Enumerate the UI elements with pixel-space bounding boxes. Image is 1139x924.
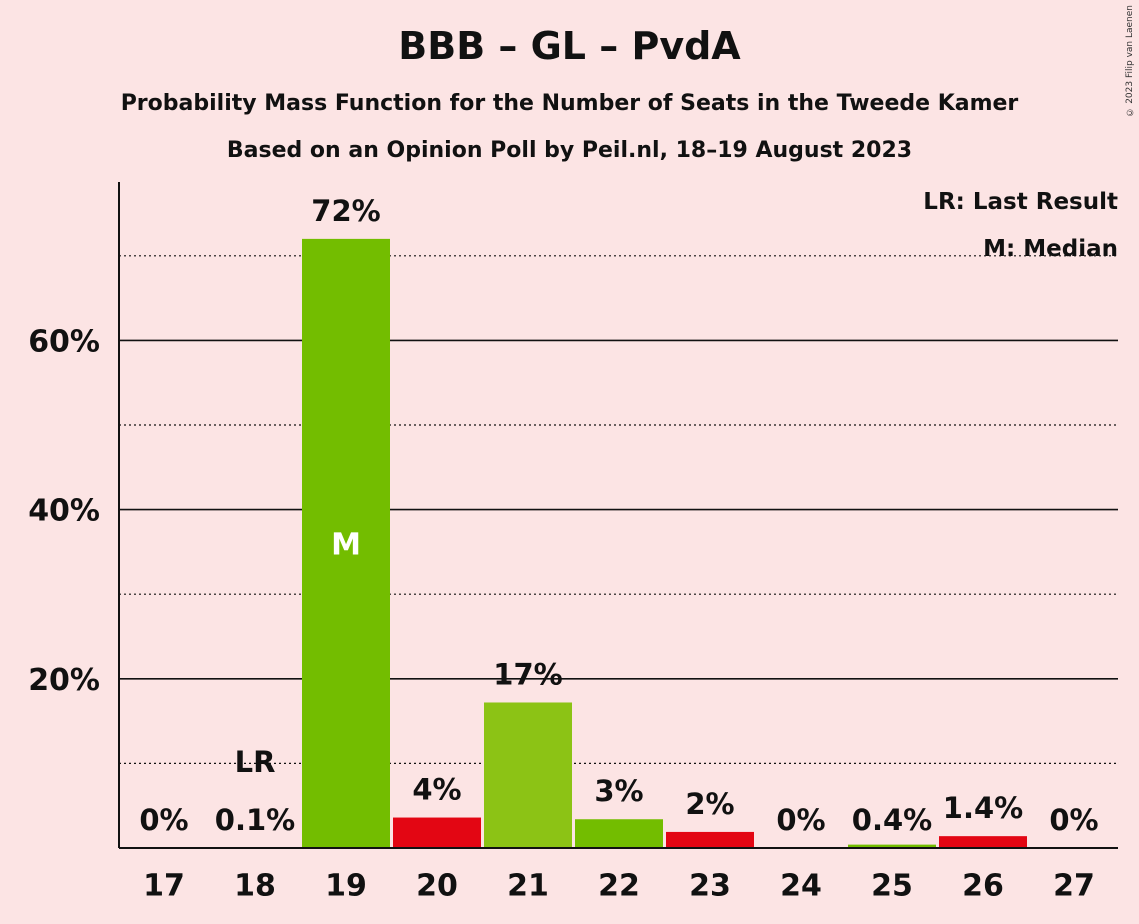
axes [118, 182, 1118, 849]
bar-value-label: 17% [493, 657, 562, 691]
bar-value-label: 0.1% [215, 803, 295, 837]
bar-20 [393, 817, 481, 848]
bar-value-label: 0.4% [852, 803, 932, 837]
legend-median: M: Median [983, 236, 1118, 262]
x-tick-label: 21 [507, 869, 549, 904]
bar-value-label: 3% [594, 774, 643, 808]
bar-value-label: 72% [311, 194, 380, 228]
x-tick-label: 23 [689, 869, 731, 904]
y-tick-label: 20% [28, 663, 100, 698]
x-tick-label: 18 [234, 869, 276, 904]
bar-value-label: 0% [139, 803, 188, 837]
median-marker: M [331, 527, 361, 562]
x-tick-label: 26 [962, 869, 1004, 904]
y-tick-label: 60% [28, 324, 100, 359]
x-tick-label: 20 [416, 869, 458, 904]
last-result-marker: LR [235, 745, 276, 779]
x-tick-label: 22 [598, 869, 640, 904]
bar-value-label: 2% [685, 787, 734, 821]
bar-value-label: 0% [776, 803, 825, 837]
legend-last-result: LR: Last Result [923, 189, 1118, 215]
x-tick-label: 25 [871, 869, 913, 904]
bar-value-label: 4% [412, 773, 461, 807]
x-tick-label: 24 [780, 869, 822, 904]
bar-value-label: 1.4% [943, 791, 1023, 825]
x-tick-label: 19 [325, 869, 367, 904]
grid-lines: 20% 40% 60% [28, 255, 1118, 765]
chart-source: Based on an Opinion Poll by Peil.nl, 18–… [226, 138, 913, 163]
bar-labels: 0% 17 0.1% 18 LR 72% 19 M 4% 20 17% 21 3% 22 2% 23 0% 24 0… [139, 194, 1098, 904]
bar-26 [939, 836, 1027, 848]
bar-21 [484, 702, 572, 848]
bar-22 [575, 819, 663, 848]
bars [211, 238, 1027, 848]
bar-value-label: 0% [1049, 803, 1098, 837]
chart-subtitle: Probability Mass Function for the Number… [120, 91, 1019, 116]
bar-23 [666, 831, 754, 848]
y-tick-label: 40% [28, 494, 100, 529]
bar-19 [302, 238, 390, 848]
chart-title: BBB – GL – PvdA [398, 24, 741, 68]
x-tick-label: 27 [1053, 869, 1095, 904]
bar-25 [848, 844, 936, 848]
x-tick-label: 17 [143, 869, 185, 904]
